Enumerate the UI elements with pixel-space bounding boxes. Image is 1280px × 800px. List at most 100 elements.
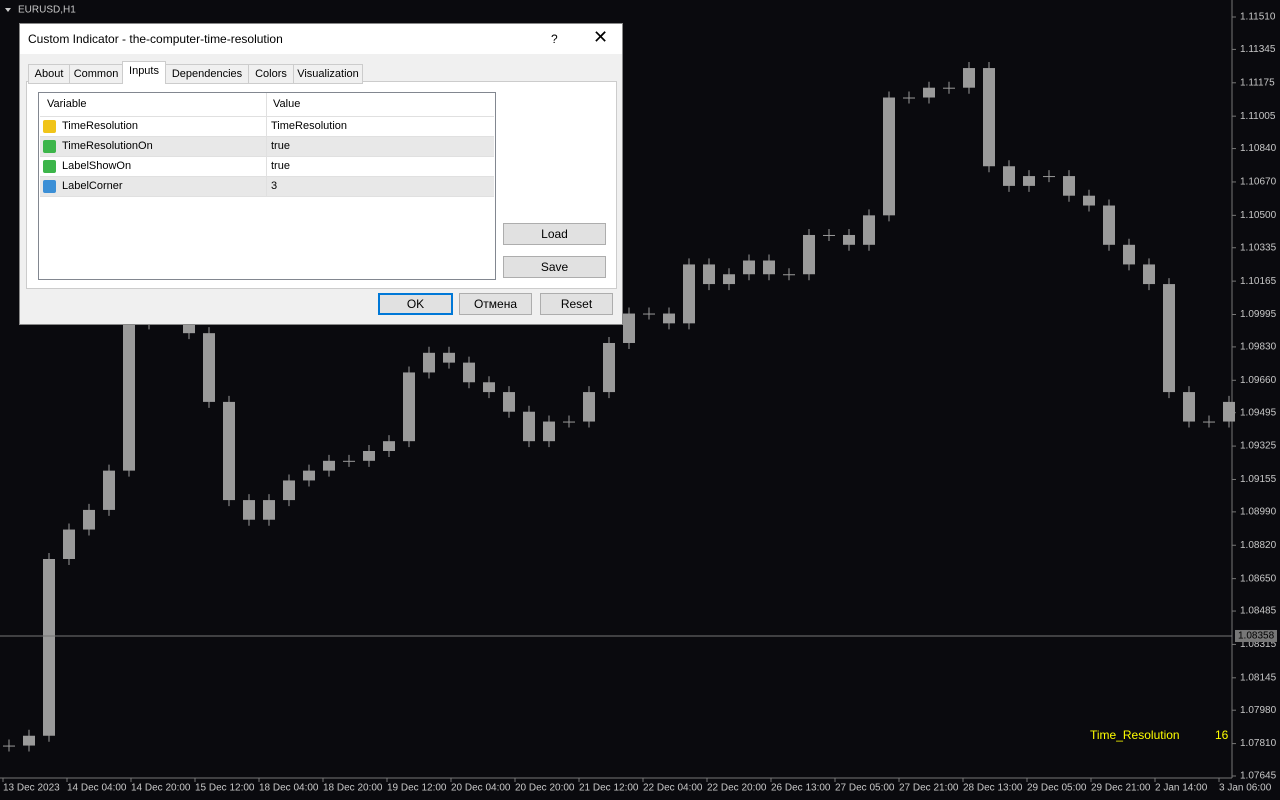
candle (203, 333, 215, 402)
candle (983, 68, 995, 167)
candle (63, 529, 75, 560)
candle (403, 372, 415, 442)
value-cell: true (266, 137, 290, 156)
y-tick-label: 1.07645 (1240, 771, 1277, 782)
y-tick-label: 1.09660 (1240, 375, 1277, 386)
x-tick-label: 18 Dec 04:00 (259, 783, 319, 794)
candle (1063, 176, 1075, 196)
table-row[interactable]: LabelCorner 3 (40, 177, 494, 197)
y-tick-label: 1.11175 (1240, 77, 1275, 88)
candle (303, 470, 315, 481)
menu-icon (5, 8, 11, 12)
candle (903, 97, 915, 99)
reset-button[interactable]: Reset (540, 293, 613, 315)
candle (523, 411, 535, 442)
x-tick-label: 21 Dec 12:00 (579, 783, 639, 794)
candle (743, 260, 755, 275)
candle (423, 352, 435, 373)
candle (1123, 244, 1135, 265)
y-tick-label: 1.09155 (1240, 474, 1277, 485)
row-icon (43, 140, 56, 153)
tab[interactable]: Common (69, 64, 123, 84)
x-tick-label: 29 Dec 05:00 (1027, 783, 1087, 794)
candle (463, 362, 475, 383)
title-bar: Custom Indicator - the-computer-time-res… (20, 24, 622, 54)
header-cell: Value (266, 93, 300, 116)
candle (383, 441, 395, 451)
table-row[interactable]: TimeResolutionOn true (40, 137, 494, 157)
candle (783, 274, 795, 276)
candle (1223, 401, 1235, 422)
candle (1183, 392, 1195, 422)
save-button[interactable]: Save (503, 256, 606, 278)
candle (943, 87, 955, 89)
header-cell: Variable (47, 98, 87, 110)
candle (363, 450, 375, 461)
dialog-title: Custom Indicator - the-computer-time-res… (28, 32, 283, 46)
ok-button[interactable]: OK (378, 293, 453, 315)
table-row[interactable]: TimeResolution TimeResolution (40, 117, 494, 137)
y-tick-label: 1.09325 (1240, 441, 1277, 452)
dialog: Custom Indicator - the-computer-time-res… (19, 23, 623, 325)
candle (803, 234, 815, 275)
y-tick-label: 1.09495 (1240, 407, 1277, 418)
candle (603, 342, 615, 393)
x-tick-label: 14 Dec 20:00 (131, 783, 191, 794)
tab[interactable]: Inputs (122, 61, 166, 83)
candle (543, 421, 555, 442)
candle (763, 260, 775, 275)
y-tick-label: 1.11510 (1240, 12, 1276, 23)
row-icon (43, 120, 56, 133)
candle (1163, 284, 1175, 393)
candle (1083, 195, 1095, 206)
help-button[interactable]: ? (551, 32, 558, 46)
x-tick-label: 27 Dec 05:00 (835, 783, 895, 794)
table-row[interactable]: LabelShowOn true (40, 157, 494, 177)
inputs-table: Variable Value TimeResolution TimeResolut… (38, 92, 496, 280)
cancel-button[interactable]: Отмена (459, 293, 532, 315)
candle (1103, 205, 1115, 245)
price-tag (1235, 629, 1277, 642)
candle (123, 323, 135, 471)
y-tick-label: 1.09830 (1240, 342, 1277, 353)
candle (3, 745, 15, 747)
value-cell: TimeResolution (266, 117, 347, 136)
x-tick-label: 3 Jan 06:00 (1219, 783, 1272, 794)
variable-cell: LabelShowOn (62, 160, 132, 172)
y-tick-label: 1.07810 (1240, 738, 1277, 749)
value-cell: true (266, 157, 290, 176)
y-tick-label: 1.08315 (1240, 639, 1277, 650)
y-tick-label: 1.08990 (1240, 507, 1277, 518)
y-tick-label: 1.10165 (1240, 276, 1277, 287)
price-label: 1.08358 (1238, 631, 1275, 642)
indicator-value: 16 (1215, 728, 1229, 742)
y-tick-label: 1.08485 (1240, 606, 1277, 617)
candle (243, 500, 255, 520)
variable-cell: TimeResolution (62, 120, 139, 132)
candle (503, 392, 515, 412)
variable-cell: TimeResolutionOn (62, 140, 153, 152)
x-tick-label: 14 Dec 04:00 (67, 783, 127, 794)
candle (883, 97, 895, 216)
x-tick-label: 26 Dec 13:00 (771, 783, 831, 794)
x-tick-label: 28 Dec 13:00 (963, 783, 1023, 794)
x-tick-label: 15 Dec 12:00 (195, 783, 255, 794)
tab[interactable]: Colors (248, 64, 294, 84)
x-tick-label: 22 Dec 20:00 (707, 783, 767, 794)
candle (663, 313, 675, 324)
x-tick-label: 22 Dec 04:00 (643, 783, 703, 794)
y-tick-label: 1.09995 (1240, 309, 1277, 320)
candle (483, 382, 495, 393)
y-tick-label: 1.10840 (1240, 143, 1277, 154)
load-button[interactable]: Load (503, 223, 606, 245)
close-button[interactable]: ✕ (593, 27, 609, 47)
x-tick-label: 27 Dec 21:00 (899, 783, 959, 794)
tab[interactable]: Dependencies (165, 64, 249, 84)
tab[interactable]: About (28, 64, 70, 84)
y-tick-label: 1.08145 (1240, 672, 1277, 683)
tab[interactable]: Visualization (293, 64, 363, 84)
candle (1003, 166, 1015, 186)
candle (283, 480, 295, 501)
